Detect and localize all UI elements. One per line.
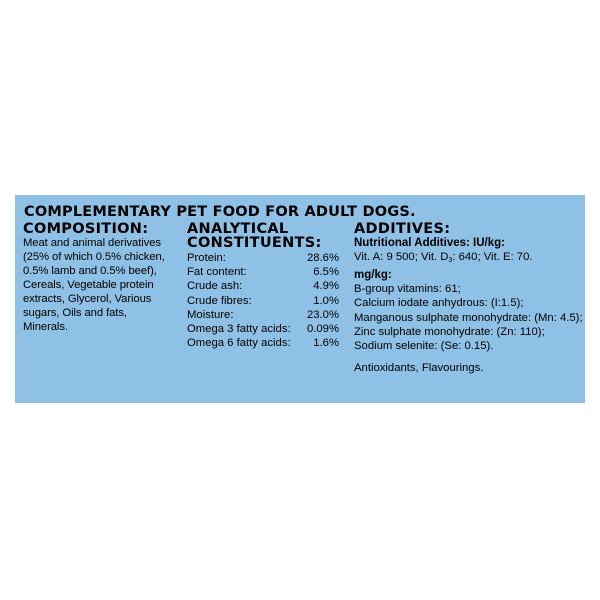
additive-line: Manganous sulphate monohydrate: (Mn: 4.5…	[354, 311, 583, 324]
composition-section: COMPOSITION: Meat and animal derivatives…	[23, 222, 189, 334]
vitamins-prefix: Vit. A: 9 500; Vit. D	[354, 251, 449, 263]
additives-section: ADDITIVES: Nutritional Additives: IU/kg:…	[354, 221, 583, 375]
analytical-row: Fat content: 6.5%	[187, 265, 339, 279]
composition-line: Meat and animal derivatives	[23, 237, 161, 249]
composition-text: Meat and animal derivatives (25% of whic…	[23, 236, 189, 334]
analytical-value: 1.0%	[313, 294, 339, 307]
analytical-label: Crude ash:	[187, 280, 243, 293]
analytical-heading-line2: CONSTITUENTS:	[187, 235, 322, 251]
additives-footer: Antioxidants, Flavourings.	[354, 362, 484, 375]
nutritional-additives-heading: Nutritional Additives: IU/kg:	[354, 237, 505, 249]
analytical-value: 0.09%	[306, 323, 339, 336]
additive-line: Zinc sulphate monohydrate: (Zn: 110);	[354, 325, 545, 338]
analytical-label: Protein:	[187, 252, 226, 264]
composition-line: 0.5% lamb and 0.5% beef),	[23, 265, 157, 277]
mgkg-heading: mg/kg:	[354, 269, 392, 282]
composition-line: extracts, Glycerol, Various	[23, 293, 152, 305]
composition-line: sugars, Oils and fats,	[23, 307, 127, 319]
spacer	[354, 353, 580, 361]
composition-line: (25% of which 0.5% chicken,	[23, 251, 165, 263]
additives-heading: ADDITIVES:	[354, 221, 451, 237]
analytical-value: 4.9%	[313, 280, 339, 293]
analytical-row: Crude fibres: 1.0%	[187, 294, 339, 308]
analytical-table: Protein: 28.6% Fat content: 6.5% Crude a…	[187, 251, 339, 350]
analytical-row: Moisture: 23.0%	[187, 308, 339, 322]
analytical-row: Crude ash: 4.9%	[187, 279, 339, 293]
analytical-row: Protein: 28.6%	[187, 251, 339, 265]
composition-heading: COMPOSITION:	[23, 221, 149, 237]
analytical-row: Omega 6 fatty acids: 1.6%	[187, 336, 339, 350]
vitamins-suffix: : 640; Vit. E: 70.	[452, 251, 533, 263]
analytical-heading-line1: ANALYTICAL	[187, 221, 289, 237]
analytical-value: 6.5%	[313, 266, 339, 279]
analytical-section: ANALYTICAL CONSTITUENTS: Protein: 28.6% …	[187, 222, 339, 350]
analytical-value: 23.0%	[306, 308, 339, 321]
additive-line: Calcium iodate anhydrous: (I:1.5);	[354, 297, 524, 310]
nutrition-label-panel: COMPLEMENTARY PET FOOD FOR ADULT DOGS. C…	[15, 195, 585, 403]
analytical-row: Omega 3 fatty acids: 0.09%	[187, 322, 339, 336]
analytical-value: 28.6%	[306, 252, 339, 264]
analytical-label: Moisture:	[187, 308, 234, 321]
analytical-label: Fat content:	[187, 266, 247, 279]
analytical-value: 1.6%	[313, 337, 339, 350]
additive-line: Sodium selenite: (Se: 0.15).	[354, 340, 494, 353]
composition-line: Cereals, Vegetable protein	[23, 279, 154, 291]
analytical-label: Omega 6 fatty acids:	[187, 337, 291, 350]
product-headline: COMPLEMENTARY PET FOOD FOR ADULT DOGS.	[24, 204, 416, 220]
composition-line: Minerals.	[23, 321, 68, 333]
additive-line: B-group vitamins: 61;	[354, 283, 461, 296]
analytical-label: Crude fibres:	[187, 294, 252, 307]
vitamin-d-subscript: 3	[448, 257, 453, 264]
analytical-label: Omega 3 fatty acids:	[187, 323, 291, 336]
vitamins-line: Vit. A: 9 500; Vit. D3: 640; Vit. E: 70.	[354, 250, 580, 268]
